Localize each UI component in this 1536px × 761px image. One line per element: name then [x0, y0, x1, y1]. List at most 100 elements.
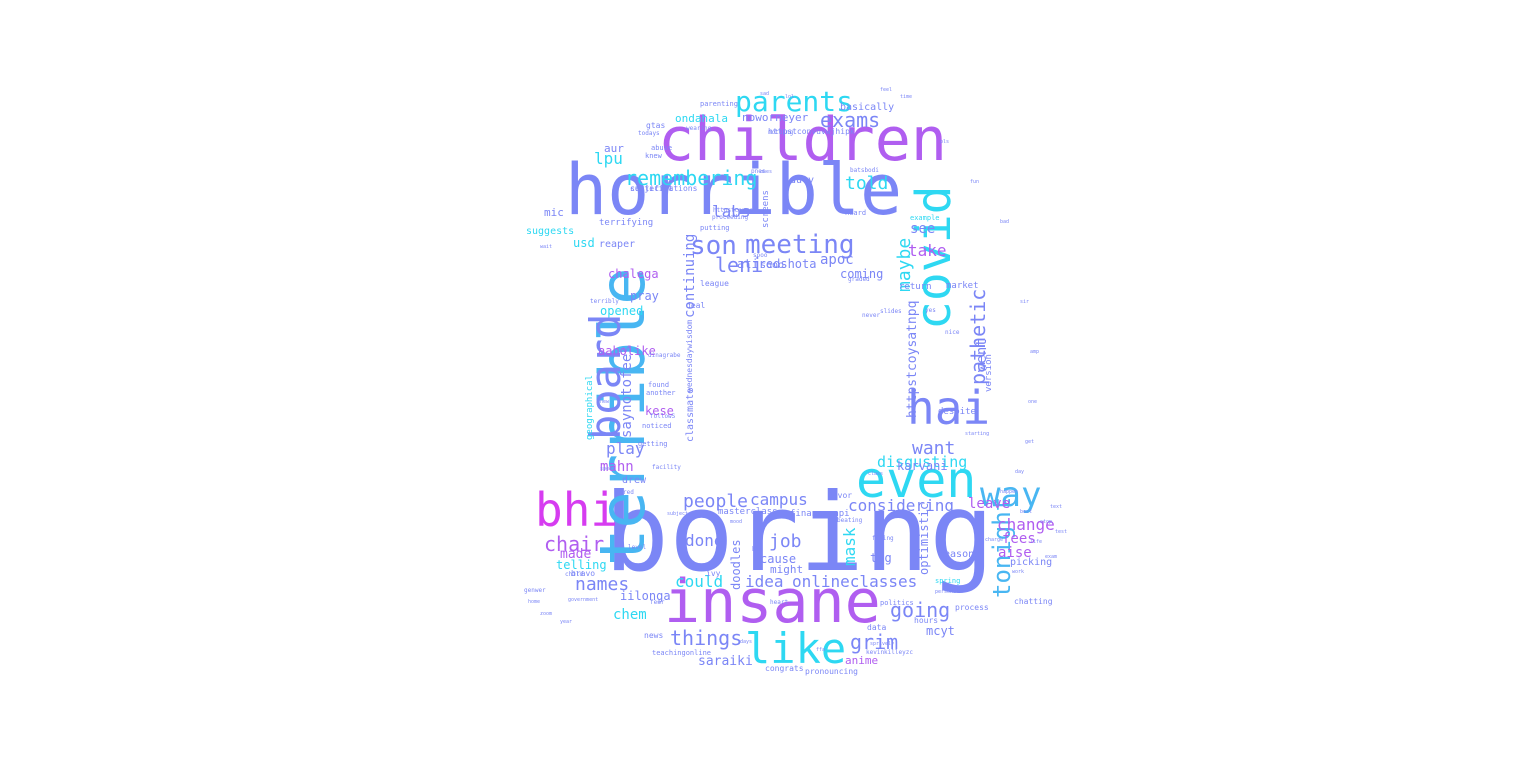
cloud-word: told [845, 173, 889, 194]
cloud-word: geographical [585, 374, 595, 440]
cloud-word: deal [686, 301, 706, 310]
cloud-word: followS [650, 413, 676, 420]
cloud-word: nice [945, 329, 960, 336]
cloud-word: genwer [524, 587, 546, 594]
cloud-word: could [675, 572, 724, 591]
cloud-word: version [984, 354, 994, 392]
cloud-word: drew [622, 475, 647, 486]
cloud-word: considering [848, 496, 954, 515]
cloud-word: want [912, 438, 956, 459]
cloud-word: aise [998, 545, 1032, 561]
cloud-word: doodles [729, 539, 743, 590]
cloud-word: anime [845, 654, 879, 667]
cloud-word: pls [940, 139, 950, 145]
cloud-word: aur [604, 142, 624, 155]
cloud-word: picking [1010, 557, 1053, 568]
cloud-word: campus [750, 490, 808, 509]
cloud-word: best [1020, 509, 1033, 515]
cloud-word: take [908, 241, 947, 260]
cloud-word: wait [540, 244, 553, 250]
cloud-word: iilonga [620, 589, 671, 603]
cloud-word: sad [760, 91, 770, 97]
cloud-word: terribly [590, 298, 619, 305]
cloud-word: chalega [608, 267, 659, 281]
cloud-word: apoc [820, 252, 854, 268]
cloud-word: parenting [700, 100, 738, 108]
cloud-word: done [685, 531, 724, 550]
cloud-word: change [997, 515, 1055, 534]
cloud-word: government [568, 597, 599, 603]
cloud-word: congrats [765, 664, 804, 673]
cloud-word: tog [870, 551, 892, 565]
cloud-word: usd [573, 236, 595, 250]
cloud-word: day [1015, 469, 1025, 475]
cloud-word: certifications [630, 184, 698, 193]
cloud-word: fear [650, 599, 665, 606]
cloud-word: going [890, 598, 951, 622]
cloud-word: lol [785, 94, 795, 100]
cloud-word: might [770, 563, 804, 576]
cloud-word: even [856, 451, 977, 509]
cloud-word: stop [1040, 519, 1053, 525]
cloud-word: job [769, 531, 802, 552]
cloud-word: coming [840, 267, 884, 281]
cloud-word: telling [556, 558, 607, 572]
cloud-word: time [900, 94, 913, 100]
cloud-word: despite [938, 407, 976, 417]
cloud-word: exam [1045, 554, 1058, 560]
cloud-word: year [560, 619, 573, 625]
cloud-word: play [606, 439, 645, 458]
cloud-word: sooo [760, 260, 785, 271]
cloud-word: happen [1000, 489, 1019, 495]
cloud-word: mask [840, 527, 859, 566]
cloud-word: bhi [535, 483, 619, 537]
cloud-word: exams [820, 108, 881, 132]
cloud-word: life [1030, 539, 1043, 545]
cloud-word: fun [970, 179, 980, 185]
cloud-word: data [867, 623, 887, 632]
cloud-word: httpstcoxwcp [713, 207, 757, 214]
cloud-word: feel [880, 87, 893, 93]
cloud-word: remembering [625, 166, 758, 190]
cloud-word: hours [914, 616, 939, 625]
cloud-word: charge [985, 537, 1004, 543]
cloud-word: see [910, 221, 936, 237]
cloud-word: found [648, 381, 670, 389]
cloud-word: meeting [745, 230, 855, 260]
cloud-word: noworneyer [742, 111, 809, 124]
cloud-word: son [690, 231, 737, 261]
cloud-word: fees [1002, 531, 1036, 547]
cloud-word: bad [1000, 219, 1010, 225]
cloud-word: heart [770, 599, 789, 606]
cloud-word: aaholike [598, 344, 656, 358]
cloud-word: things [670, 626, 743, 650]
cloud-word: favor [828, 491, 853, 500]
cloud-word: masterclass [718, 507, 778, 517]
cloud-word: kevinkilleyzc [866, 649, 913, 656]
cloud-word: never [862, 312, 881, 319]
cloud-word: like [745, 624, 847, 673]
cloud-word: work [1012, 569, 1025, 575]
cloud-word: terrifying [599, 218, 654, 228]
cloud-word: subject [667, 511, 689, 517]
cloud-word: mood [730, 519, 743, 525]
cloud-word: getting [638, 440, 668, 448]
cloud-word: suggests [526, 226, 575, 237]
cloud-word: abuse [651, 144, 673, 152]
cloud-word: pray [630, 289, 659, 303]
cloud-word: facility [652, 464, 681, 471]
cloud-word: hai [907, 381, 991, 435]
cloud-word: horrible [565, 149, 903, 231]
cloud-word: disgusting [877, 453, 968, 471]
cloud-word: people [683, 491, 749, 512]
cloud-word: news [644, 631, 664, 640]
cloud-word: parents [735, 85, 854, 118]
cloud-word: sooo [753, 252, 768, 259]
cloud-word: chem [613, 607, 647, 623]
cloud-word: mic [544, 206, 564, 219]
cloud-word: saynotofees [619, 345, 635, 438]
cloud-word: wednesdaywisdom [685, 319, 694, 392]
cloud-word: yes [925, 307, 936, 314]
cloud-word: days [740, 639, 753, 645]
cloud-word: teachingonline [652, 649, 712, 657]
